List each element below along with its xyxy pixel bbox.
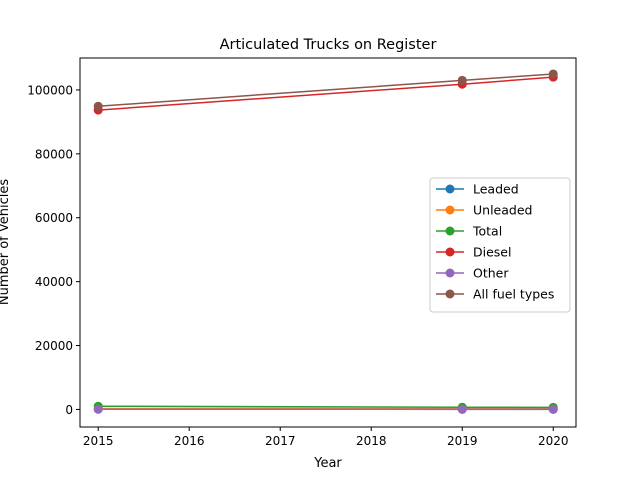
y-tick-label: 20000 — [35, 339, 73, 353]
y-tick-label: 80000 — [35, 147, 73, 161]
x-tick-label: 2020 — [538, 434, 569, 448]
series-all-fuel-types — [94, 69, 558, 110]
series-line-all-fuel-types — [98, 74, 553, 106]
legend-label: Total — [472, 224, 502, 239]
legend-label: All fuel types — [473, 287, 554, 302]
x-axis: 2015 2016 2017 2018 2019 2020 — [83, 427, 569, 448]
y-axis: 0 20000 40000 60000 80000 100000 — [27, 83, 80, 416]
legend-marker — [446, 248, 455, 257]
data-point-all-fuel-types — [94, 102, 103, 111]
y-tick-label: 100000 — [27, 83, 73, 97]
x-tick-label: 2016 — [174, 434, 205, 448]
legend-label: Leaded — [473, 182, 519, 197]
data-point-all-fuel-types — [458, 76, 467, 85]
y-tick-label: 0 — [65, 403, 73, 417]
data-point-other — [458, 405, 467, 414]
legend-marker — [446, 290, 455, 299]
legend-marker — [446, 206, 455, 215]
x-tick-label: 2015 — [83, 434, 114, 448]
y-tick-label: 60000 — [35, 211, 73, 225]
data-point-other — [94, 405, 103, 414]
legend-label: Unleaded — [473, 203, 532, 218]
data-point-all-fuel-types — [549, 69, 558, 78]
legend-label: Other — [473, 266, 509, 281]
legend-marker — [446, 269, 455, 278]
x-tick-label: 2019 — [447, 434, 478, 448]
legend-label: Diesel — [473, 245, 511, 260]
x-tick-label: 2017 — [265, 434, 296, 448]
legend: Leaded Unleaded Total Diesel Other All fuel t… — [430, 178, 570, 312]
x-axis-label: Year — [313, 456, 342, 471]
y-axis-label: Number of Vehicles — [0, 179, 12, 306]
x-tick-label: 2018 — [356, 434, 387, 448]
chart-title: Articulated Trucks on Register — [220, 37, 437, 53]
series-line-total — [98, 406, 553, 407]
data-point-other — [549, 405, 558, 414]
legend-marker — [446, 227, 455, 236]
y-tick-label: 40000 — [35, 275, 73, 289]
series-line-diesel — [98, 77, 553, 110]
series-total — [94, 402, 558, 412]
legend-marker — [446, 185, 455, 194]
